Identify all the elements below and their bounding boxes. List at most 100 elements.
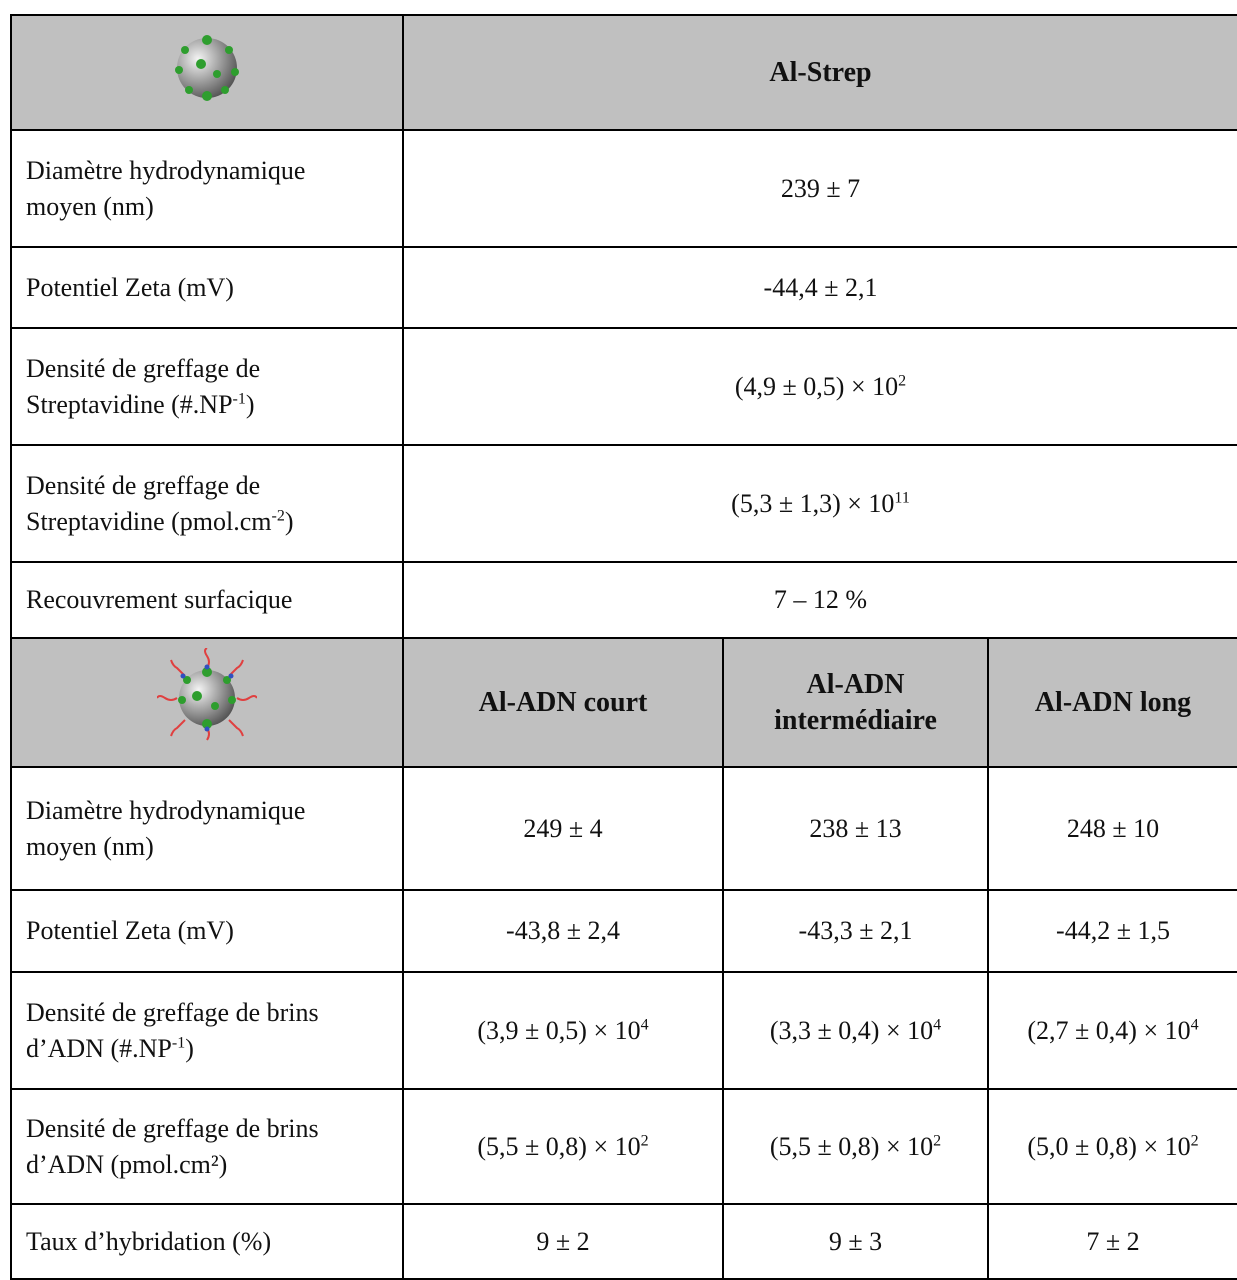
cell-value: (5,5 ± 0,8) × 102 [722, 1088, 989, 1205]
column-header: Al-ADN long [986, 637, 1237, 768]
cell-value: (4,9 ± 0,5) × 102 [401, 327, 1237, 446]
table-row: Diamètre hydrodynamique moyen (nm) 249 ± … [10, 766, 1237, 891]
label-text: Taux d’hybridation (%) [26, 1224, 271, 1260]
cell-value: 249 ± 4 [402, 766, 724, 891]
cell-value: (3,9 ± 0,5) × 104 [402, 971, 724, 1090]
column-header: Al-Strep [401, 14, 1237, 131]
table-row: Diamètre hydrodynamique moyen (nm) 239 ± … [10, 129, 1237, 248]
superscript: 2 [933, 1131, 942, 1149]
cell-value: (5,3 ± 1,3) × 1011 [401, 444, 1237, 563]
label-text: Potentiel Zeta (mV) [26, 913, 234, 949]
data-table: Al-Strep Diamètre hydrodynamique moyen (… [10, 14, 1237, 1280]
text: Densité de greffage de brins d’ADN (#.NP [26, 997, 319, 1063]
label-text: Recouvrement surfacique [26, 582, 292, 618]
label-text: Diamètre hydrodynamique moyen (nm) [26, 793, 356, 865]
row-label: Densité de greffage de Streptavidine (pm… [10, 444, 404, 563]
strep-particle-icon [175, 34, 239, 101]
text: 238 ± 13 [809, 813, 902, 843]
header-row: Al-ADN court Al-ADN intermédiaire Al-ADN l… [10, 637, 1237, 768]
icon-cell [10, 637, 404, 768]
cell-value: -44,2 ± 1,5 [986, 889, 1237, 973]
text: ) [284, 506, 294, 536]
text: Potentiel Zeta (mV) [26, 916, 234, 945]
superscript: -1 [171, 1033, 186, 1051]
row-label: Diamètre hydrodynamique moyen (nm) [10, 766, 404, 891]
table-row: Recouvrement surfacique 7 – 12 % [10, 561, 1237, 639]
table-row: Densité de greffage de Streptavidine (pm… [10, 444, 1237, 563]
text: 248 ± 10 [1066, 813, 1160, 843]
dna-particle-icon [156, 646, 258, 741]
cell-value: -43,3 ± 2,1 [722, 889, 989, 973]
text: (3,9 ± 0,5) × 10 [477, 1015, 641, 1045]
cell-value: 7 – 12 % [401, 561, 1237, 639]
text: Densité de greffage de Streptavidine (#.… [26, 353, 261, 419]
label-text: Densité de greffage de Streptavidine (pm… [26, 468, 356, 540]
table-body: Al-Strep Diamètre hydrodynamique moyen (… [10, 14, 1237, 1280]
text: (5,5 ± 0,8) × 10 [769, 1131, 934, 1161]
table-row: Densité de greffage de brins d’ADN (#.NP… [10, 971, 1237, 1090]
text: 9 ± 3 [828, 1226, 883, 1256]
cell-value: (5,0 ± 0,8) × 102 [986, 1088, 1237, 1205]
text: -43,8 ± 2,4 [506, 916, 620, 945]
text: (4,9 ± 0,5) × 10 [734, 371, 899, 401]
row-label: Potentiel Zeta (mV) [10, 246, 404, 329]
superscript: 2 [1190, 1131, 1199, 1149]
text: (5,5 ± 0,8) × 10 [477, 1131, 641, 1161]
text: 7 ± 2 [1086, 1226, 1140, 1256]
text: (5,3 ± 1,3) × 10 [731, 488, 895, 518]
text: ) [245, 389, 255, 419]
row-label: Diamètre hydrodynamique moyen (nm) [10, 129, 404, 248]
text: Densité de greffage de Streptavidine (pm… [26, 470, 272, 536]
text: 9 ± 2 [536, 1226, 590, 1256]
text: -44,2 ± 1,5 [1056, 916, 1170, 945]
table-row: Potentiel Zeta (mV) -44,4 ± 2,1 [10, 246, 1237, 329]
table-row: Potentiel Zeta (mV) -43,8 ± 2,4 -43,3 ± 2,… [10, 889, 1237, 973]
cell-value: 9 ± 3 [722, 1203, 989, 1280]
text: 249 ± 4 [523, 813, 603, 843]
label-text: Densité de greffage de brins d’ADN (pmol… [26, 1111, 356, 1183]
cell-value: 248 ± 10 [986, 766, 1237, 891]
column-header: Al-ADN court [402, 637, 724, 768]
row-label: Densité de greffage de Streptavidine (#.… [10, 327, 404, 446]
cell-value: (3,3 ± 0,4) × 104 [722, 971, 989, 1090]
table-row: Densité de greffage de Streptavidine (#.… [10, 327, 1237, 446]
label-text: Diamètre hydrodynamique moyen (nm) [26, 153, 356, 225]
table-row: Densité de greffage de brins d’ADN (pmol… [10, 1088, 1237, 1205]
cell-value: 7 ± 2 [986, 1203, 1237, 1280]
table-row: Taux d’hybridation (%) 9 ± 2 9 ± 3 7 ± 2 [10, 1203, 1237, 1280]
label-text: Densité de greffage de brins d’ADN (#.NP… [26, 995, 356, 1067]
row-label: Taux d’hybridation (%) [10, 1203, 404, 1280]
text: Potentiel Zeta (mV) [26, 272, 234, 302]
row-label: Potentiel Zeta (mV) [10, 889, 404, 973]
text: Densité de greffage de brins d’ADN (pmol… [26, 1113, 319, 1179]
text: -43,3 ± 2,1 [798, 916, 913, 945]
text: Diamètre hydrodynamique moyen (nm) [26, 155, 306, 221]
text: ) [185, 1033, 194, 1063]
row-label: Densité de greffage de brins d’ADN (pmol… [10, 1088, 404, 1205]
superscript: 11 [894, 488, 910, 506]
text: Taux d’hybridation (%) [26, 1226, 272, 1256]
superscript: 4 [640, 1015, 649, 1033]
text: (3,3 ± 0,4) × 10 [769, 1015, 934, 1045]
row-label: Densité de greffage de brins d’ADN (#.NP… [10, 971, 404, 1090]
text: 7 – 12 % [773, 585, 868, 614]
cell-value: (2,7 ± 0,4) × 104 [986, 971, 1237, 1090]
row-label: Recouvrement surfacique [10, 561, 404, 639]
cell-value: -43,8 ± 2,4 [402, 889, 724, 973]
text: Diamètre hydrodynamique moyen (nm) [26, 795, 306, 861]
label-text: Potentiel Zeta (mV) [26, 270, 234, 306]
superscript: 4 [933, 1015, 942, 1033]
header-row: Al-Strep [10, 14, 1237, 131]
superscript: 2 [640, 1131, 649, 1149]
superscript: -1 [232, 389, 246, 407]
cell-value: 238 ± 13 [722, 766, 989, 891]
cell-value: -44,4 ± 2,1 [401, 246, 1237, 329]
text: (5,0 ± 0,8) × 10 [1027, 1131, 1191, 1161]
superscript: 4 [1190, 1015, 1199, 1033]
superscript: 2 [898, 371, 907, 389]
label-text: Densité de greffage de Streptavidine (#.… [26, 351, 356, 423]
cell-value: 9 ± 2 [402, 1203, 724, 1280]
text: 239 ± 7 [780, 173, 861, 203]
superscript: -2 [271, 506, 285, 524]
